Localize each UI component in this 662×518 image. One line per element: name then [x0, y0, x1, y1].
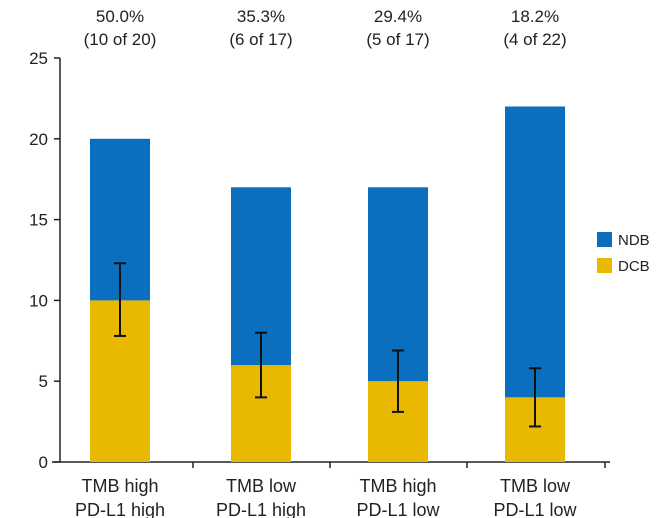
- y-tick-label: 15: [29, 211, 48, 230]
- annotation-count: (6 of 17): [229, 30, 292, 49]
- annotation-percent: 35.3%: [237, 7, 285, 26]
- annotation-count: (5 of 17): [366, 30, 429, 49]
- x-tick-label: TMB low: [500, 476, 571, 496]
- bar-ndb: [368, 187, 428, 382]
- y-tick-label: 10: [29, 291, 48, 310]
- annotation-percent: 18.2%: [511, 7, 559, 26]
- annotation-count: (4 of 22): [503, 30, 566, 49]
- x-tick-label: TMB high: [81, 476, 158, 496]
- legend-label-dcb: DCB: [618, 258, 650, 275]
- x-tick-label: PD-L1 low: [356, 500, 440, 518]
- x-tick-label: PD-L1 high: [216, 500, 306, 518]
- legend-swatch-ndb: [597, 232, 612, 247]
- y-tick-label: 0: [39, 453, 48, 472]
- legend-label-ndb: NDB: [618, 232, 650, 249]
- x-tick-label: TMB high: [359, 476, 436, 496]
- x-tick-label: PD-L1 high: [75, 500, 165, 518]
- legend-swatch-dcb: [597, 258, 612, 273]
- bar-ndb: [505, 106, 565, 398]
- x-tick-label: PD-L1 low: [493, 500, 577, 518]
- y-tick-label: 25: [29, 49, 48, 68]
- annotation-percent: 29.4%: [374, 7, 422, 26]
- x-tick-label: TMB low: [226, 476, 297, 496]
- annotation-percent: 50.0%: [96, 7, 144, 26]
- y-tick-label: 20: [29, 130, 48, 149]
- y-tick-label: 5: [39, 372, 48, 391]
- annotation-count: (10 of 20): [84, 30, 157, 49]
